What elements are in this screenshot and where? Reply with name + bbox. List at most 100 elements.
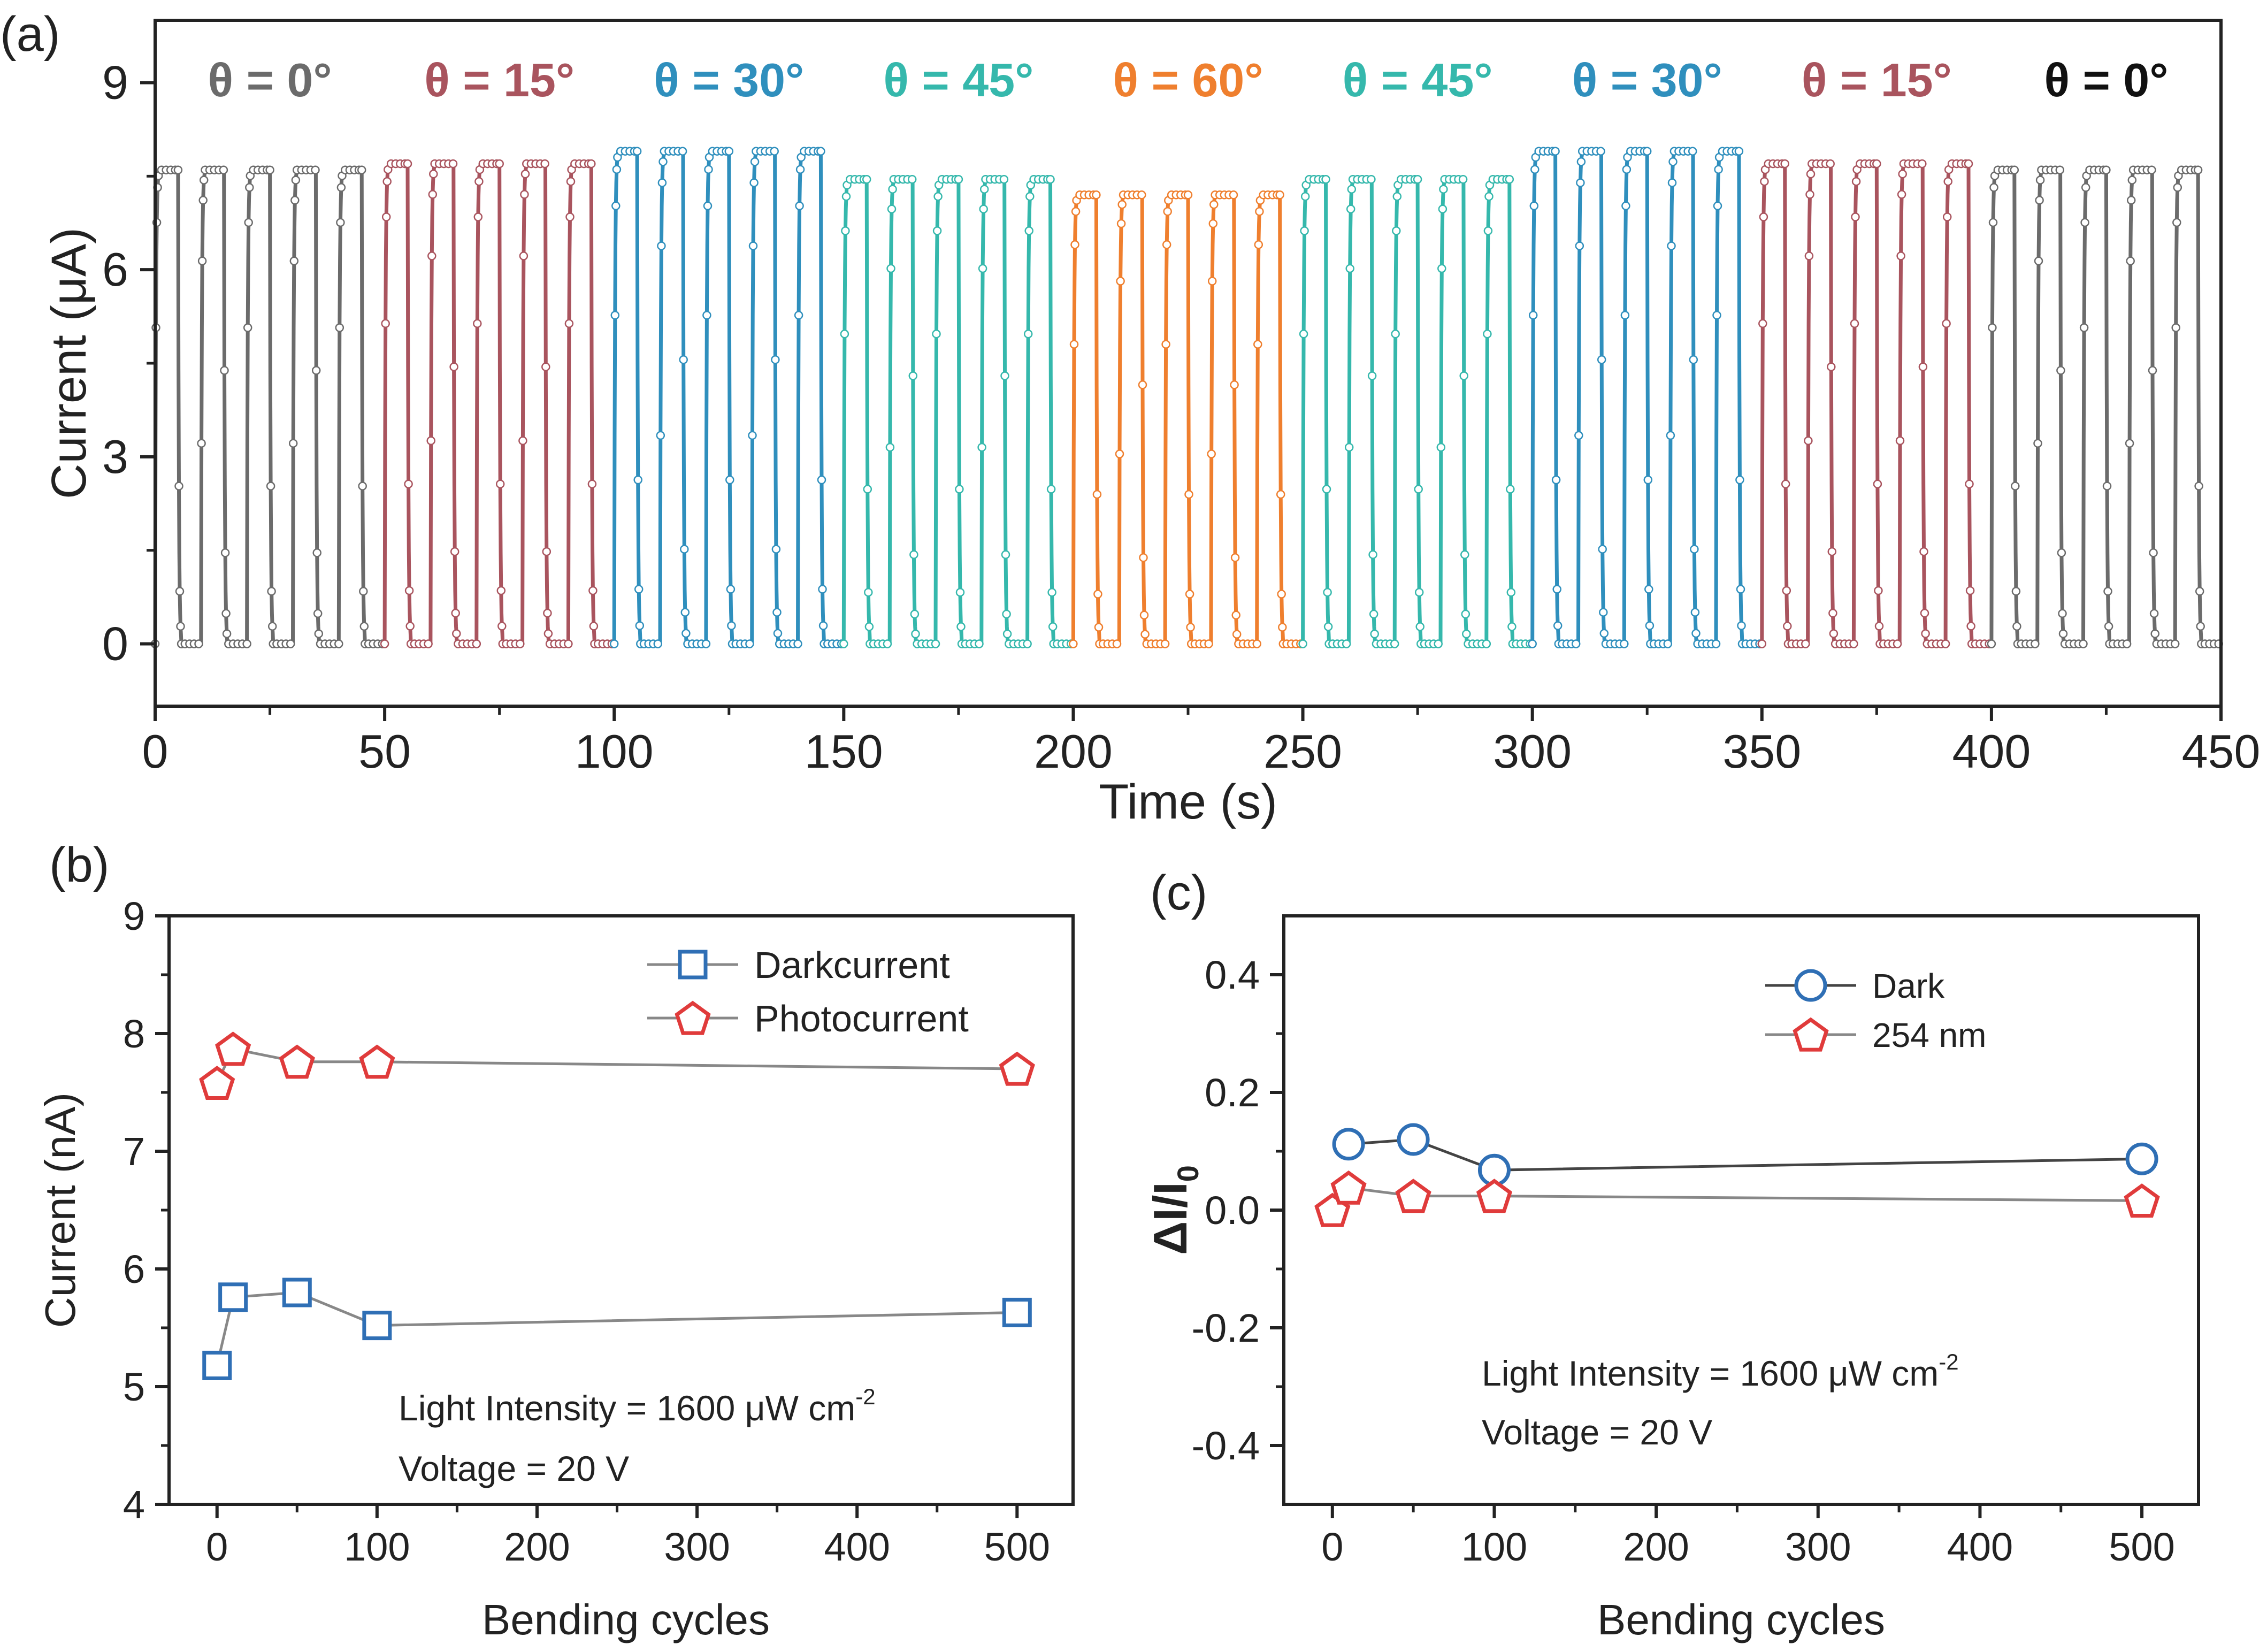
data-point xyxy=(1551,147,1560,156)
data-point xyxy=(1690,608,1700,617)
data-point xyxy=(1163,207,1172,216)
data-point xyxy=(381,319,390,328)
data-point xyxy=(314,629,324,638)
data-point xyxy=(1397,1123,1430,1156)
data-point xyxy=(1529,201,1539,211)
panel-c: (c) 0 100 200 300 400 500 -0.4 -0.2 0.0 0.2 0.4 Da… xyxy=(1144,866,2200,1643)
data-point xyxy=(1413,174,1422,184)
data-point xyxy=(1482,639,1491,648)
segment-label: θ = 30° xyxy=(1572,53,1722,106)
data-point xyxy=(221,609,231,618)
data-point xyxy=(1342,639,1351,648)
data-point xyxy=(1576,157,1586,166)
legend-marker xyxy=(1793,1017,1829,1052)
data-point xyxy=(1551,475,1561,485)
data-point xyxy=(1598,545,1607,554)
data-point xyxy=(1162,240,1171,249)
data-point xyxy=(773,629,783,638)
data-point xyxy=(748,241,758,250)
x-tick-label: 100 xyxy=(1461,1525,1527,1569)
markers-segment-5 xyxy=(1298,174,1535,648)
x-tick-label: 500 xyxy=(2109,1525,2174,1569)
data-point xyxy=(1277,590,1286,599)
y-tick-label: -0.4 xyxy=(1191,1424,1260,1468)
data-point xyxy=(2122,639,2132,648)
data-point xyxy=(1851,177,1861,186)
data-point xyxy=(1713,201,1722,211)
data-point xyxy=(954,174,963,184)
data-point xyxy=(564,319,574,328)
data-point xyxy=(1046,174,1055,184)
data-point xyxy=(2103,587,2112,596)
data-point xyxy=(1434,639,1443,648)
data-point xyxy=(1323,622,1333,631)
data-point xyxy=(657,178,667,187)
data-point xyxy=(680,545,689,554)
data-point xyxy=(335,323,344,332)
data-point xyxy=(1826,159,1835,169)
data-point xyxy=(1874,622,1884,631)
data-point xyxy=(222,629,232,638)
data-point xyxy=(818,621,828,630)
data-point xyxy=(266,481,275,491)
data-point xyxy=(1895,436,1905,446)
data-point xyxy=(1069,639,1078,648)
y-tick-label: 6 xyxy=(123,1247,145,1291)
data-point xyxy=(1759,212,1768,221)
data-point xyxy=(173,165,183,174)
data-point xyxy=(702,310,711,320)
data-point xyxy=(1414,587,1424,597)
data-point xyxy=(1530,165,1540,174)
data-point xyxy=(704,165,713,174)
data-point xyxy=(244,218,253,227)
markers-segment-8 xyxy=(1987,165,2223,648)
data-point xyxy=(2058,609,2067,618)
data-point xyxy=(1828,608,1837,618)
data-point xyxy=(1506,485,1515,494)
data-point xyxy=(978,264,987,273)
markers-segment-1 xyxy=(380,159,617,648)
data-point xyxy=(1620,310,1630,320)
data-point xyxy=(1000,371,1009,380)
data-point xyxy=(634,585,644,594)
data-point xyxy=(2194,481,2203,491)
data-point xyxy=(1116,219,1126,228)
data-point xyxy=(1439,185,1448,194)
data-point xyxy=(1989,183,1998,192)
segment-label: θ = 45° xyxy=(1343,53,1493,106)
data-point xyxy=(1941,639,1950,648)
data-point xyxy=(282,1278,312,1307)
data-point xyxy=(1437,264,1446,273)
data-point xyxy=(772,608,782,617)
data-point xyxy=(2055,165,2065,174)
data-point xyxy=(449,362,458,371)
legend-marker xyxy=(678,950,708,980)
y-tick-label: 8 xyxy=(123,1012,145,1056)
data-point xyxy=(497,622,507,631)
data-point xyxy=(1207,449,1216,458)
data-point xyxy=(1140,630,1150,639)
data-point xyxy=(1094,623,1104,632)
data-point xyxy=(495,159,504,169)
data-point xyxy=(2079,323,2089,332)
data-point xyxy=(1734,147,1744,156)
data-point xyxy=(2031,639,2040,648)
data-point xyxy=(473,319,482,328)
data-point xyxy=(749,178,759,187)
legend-marker xyxy=(675,1000,711,1035)
data-point xyxy=(540,159,549,169)
data-point xyxy=(2011,587,2021,596)
data-point xyxy=(2035,196,2044,205)
data-point xyxy=(1161,340,1170,349)
data-point xyxy=(381,212,391,221)
data-point xyxy=(1438,204,1447,213)
panel-a-ylabel: Current (μA) xyxy=(42,227,96,499)
data-point xyxy=(1736,585,1745,594)
data-point xyxy=(910,609,920,619)
data-point xyxy=(1330,1170,1367,1205)
data-point xyxy=(701,639,711,648)
x-tick-label: 0 xyxy=(206,1525,228,1569)
data-point xyxy=(1689,355,1698,364)
data-point xyxy=(907,174,917,184)
